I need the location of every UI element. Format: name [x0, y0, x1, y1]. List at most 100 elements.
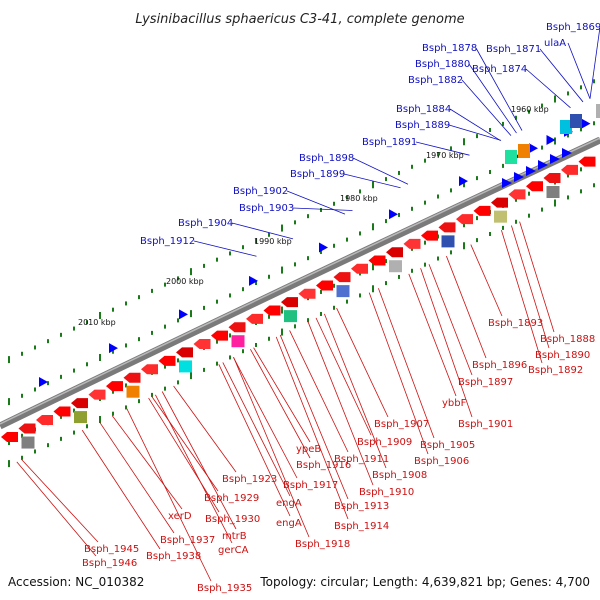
tick-inner2: [437, 256, 439, 261]
tick-inner2: [73, 430, 75, 435]
cog-block: [546, 186, 560, 199]
tick-inner2: [424, 262, 426, 267]
reverse-gene-label: Bsph_1905: [420, 440, 475, 451]
tick-inner: [281, 306, 283, 314]
reverse-gene-arrow: [438, 222, 456, 233]
forward-gene-label: Bsph_1874: [472, 64, 527, 75]
leader-line: [324, 313, 387, 469]
tick-mid: [593, 121, 595, 126]
tick-outer: [502, 121, 504, 126]
leader-line: [525, 68, 571, 109]
leader-line: [501, 230, 543, 364]
reverse-gene-label: Bsph_1938: [146, 551, 201, 562]
tick-inner2: [294, 324, 296, 329]
reverse-gene-arrow: [53, 406, 71, 417]
kbp-label-2010: 2010 kbp: [78, 318, 116, 327]
reverse-gene-arrow: [298, 288, 316, 299]
reverse-gene-arrow: [351, 263, 368, 274]
reverse-gene-label: Bsph_1935: [197, 583, 252, 594]
tick-mid: [320, 249, 322, 254]
reverse-gene-label: engA: [276, 518, 302, 529]
tick-mid: [346, 237, 348, 242]
leader-line: [253, 347, 311, 443]
reverse-gene-arrow: [473, 205, 491, 216]
tick-inner: [567, 173, 569, 178]
leader-line: [519, 221, 555, 333]
accession-text: Accession: NC_010382: [8, 575, 144, 589]
leader-line: [155, 394, 233, 544]
kbp-label-2000: 2000 kbp: [166, 277, 204, 286]
reverse-gene-label: mtrB: [222, 531, 247, 542]
tick-inner2: [21, 455, 23, 460]
tick-mid: [424, 200, 426, 205]
reverse-gene-label: Bsph_1916: [296, 460, 351, 471]
tick-inner: [424, 240, 426, 245]
tick-mid: [151, 330, 153, 335]
leader-line: [378, 288, 435, 439]
reverse-gene-label: Bsph_1946: [82, 558, 137, 569]
tick-inner2: [528, 213, 530, 218]
tick-outer: [424, 158, 426, 163]
leader-line: [408, 273, 457, 397]
cog-block: [284, 310, 297, 323]
reverse-gene-arrow: [71, 398, 88, 409]
tick-inner2: [411, 268, 413, 273]
tick-mid: [502, 163, 504, 168]
leader-line: [343, 173, 401, 189]
reverse-gene-label: Bsph_1929: [204, 493, 259, 504]
tick-inner2: [138, 399, 140, 404]
reverse-gene-arrow: [368, 255, 386, 266]
tick-mid: [554, 137, 556, 145]
reverse-gene-arrow: [106, 381, 123, 392]
reverse-gene-label: Bsph_1907: [374, 419, 429, 430]
cog-block: [74, 411, 87, 424]
kbp-label-1970: 1970 kbp: [426, 151, 464, 160]
tick-inner: [164, 364, 166, 369]
forward-gene-arrow: [502, 178, 512, 188]
reverse-gene-arrow: [193, 339, 211, 350]
tick-inner2: [593, 183, 595, 188]
leader-line: [567, 42, 591, 99]
reverse-gene-label: engA: [276, 498, 302, 509]
reverse-gene-label: Bsph_1937: [160, 535, 215, 546]
tick-outer: [307, 214, 309, 219]
leader-line: [307, 321, 374, 486]
tick-mid: [242, 287, 244, 292]
leader-line: [470, 244, 503, 317]
tick-outer: [281, 224, 283, 232]
tick-mid: [255, 280, 257, 285]
tick-outer: [580, 85, 582, 90]
tick-outer: [229, 251, 231, 256]
reverse-gene-arrow: [561, 164, 578, 175]
forward-gene-label: Bsph_1882: [408, 75, 463, 86]
tick-outer: [21, 351, 23, 356]
tick-outer: [73, 326, 75, 331]
forward-gene-label: ulaA: [544, 38, 566, 49]
tick-inner: [229, 333, 231, 338]
tick-inner: [60, 414, 62, 419]
reverse-gene-label: Bsph_1892: [528, 365, 583, 376]
reverse-gene-label: Bsph_1914: [334, 521, 389, 532]
leader-line: [126, 408, 212, 582]
forward-gene-label: Bsph_1869: [546, 22, 600, 33]
tick-outer: [8, 356, 10, 364]
forward-gene-arrow: [581, 118, 591, 129]
leader-line: [81, 429, 161, 550]
tick-mid: [203, 305, 205, 310]
tick-mid: [541, 145, 543, 150]
leader-line: [16, 461, 97, 557]
tick-outer: [242, 245, 244, 250]
leader-line: [218, 364, 291, 517]
leader-line: [415, 141, 470, 156]
tick-mid: [307, 256, 309, 261]
cog-block: [179, 360, 192, 373]
tick-mid: [21, 393, 23, 398]
reverse-gene-arrow: [36, 415, 53, 426]
tick-inner2: [203, 367, 205, 372]
leader-line: [111, 415, 183, 510]
forward-gene-arrow: [529, 143, 538, 154]
tick-outer: [476, 134, 478, 139]
tick-inner2: [580, 189, 582, 194]
leader-line: [173, 385, 237, 473]
map-title: Lysinibacillus sphaericus C3-41, complet…: [135, 12, 464, 27]
